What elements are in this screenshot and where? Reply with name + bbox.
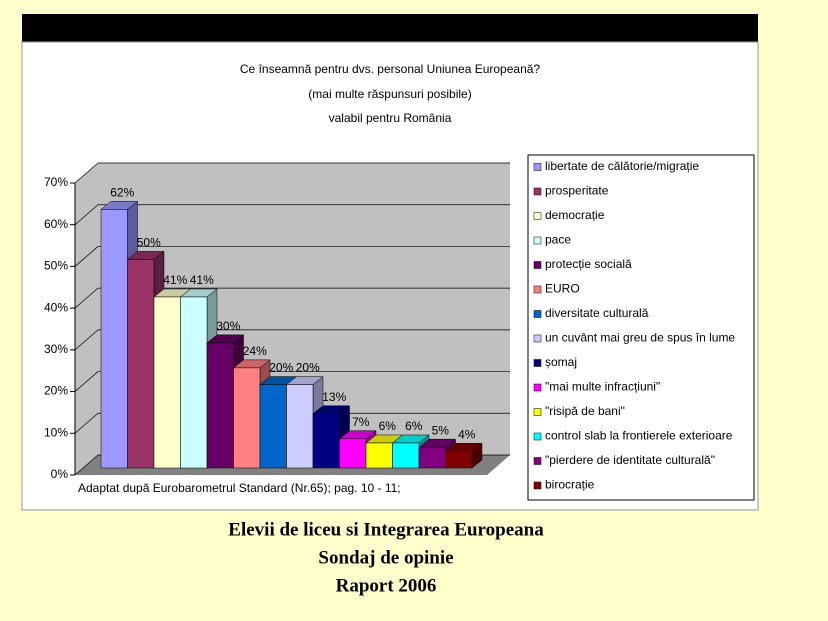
legend-label: protecție socială [545, 257, 632, 271]
legend-swatch [533, 285, 542, 294]
grid-line [74, 287, 99, 309]
legend-label: șomaj [545, 355, 577, 369]
grid-line [74, 329, 99, 351]
bar [418, 446, 446, 469]
bar [339, 438, 367, 469]
bar [100, 209, 128, 469]
legend-label: birocrație [545, 478, 595, 492]
legend-label: control slab la frontierele exterioare [545, 429, 733, 443]
y-tick-label: 30% [44, 342, 68, 356]
bar [445, 451, 473, 469]
bar [286, 384, 314, 469]
bar [365, 442, 393, 469]
grid-line [74, 204, 99, 225]
grid-line [74, 162, 99, 184]
value-label: 20% [296, 361, 320, 375]
bar [259, 384, 287, 469]
legend-label: libertate de călătorie/migrație [545, 159, 699, 173]
legend [527, 154, 755, 501]
legend-swatch [533, 236, 542, 245]
value-label: 13% [322, 390, 346, 404]
legend-swatch [533, 383, 542, 392]
top-bar [22, 14, 758, 42]
grid-line [74, 246, 99, 267]
legend-swatch [533, 408, 542, 416]
legend-label: prosperitate [545, 184, 609, 198]
bar [127, 259, 155, 469]
value-label: 41% [163, 273, 187, 287]
annotation: Adaptat după Eurobarometrul Standard (Nr… [78, 481, 401, 495]
y-tick-label: 60% [44, 217, 68, 231]
legend-label: pace [545, 233, 571, 247]
legend-swatch [533, 432, 542, 441]
value-label: 6% [405, 419, 423, 433]
legend-swatch [533, 457, 542, 465]
value-label: 62% [110, 186, 134, 200]
value-label: 41% [190, 273, 214, 287]
legend-label: "mai multe infracțiuni" [545, 380, 660, 394]
legend-swatch [533, 334, 542, 343]
caption: Raport 2006 [336, 575, 437, 596]
y-tick-label: 70% [44, 175, 68, 189]
y-tick-label: 10% [44, 425, 68, 439]
chart-subtitle: valabil pentru România [329, 111, 452, 125]
value-label: 30% [216, 319, 240, 333]
grid-line [74, 371, 99, 392]
value-label: 50% [137, 236, 161, 250]
legend-swatch [533, 212, 542, 220]
legend-label: "risipă de bani" [545, 404, 625, 418]
bar [206, 342, 234, 469]
legend-swatch [533, 359, 542, 367]
y-tick-label: 50% [44, 259, 68, 273]
value-label: 24% [243, 344, 267, 358]
legend-label: un cuvânt mai greu de spus în lume [545, 331, 735, 345]
bar [392, 442, 420, 469]
grid-line [74, 454, 99, 476]
legend-label: diversitate culturală [545, 306, 649, 320]
value-label: 4% [458, 427, 476, 441]
legend-swatch [533, 310, 542, 318]
y-tick-label: 40% [44, 300, 68, 314]
y-tick-label: 20% [44, 384, 68, 398]
caption: Elevii de liceu si Integrarea Europeana [228, 519, 544, 540]
chart-title: Ce înseamnă pentru dvs. personal Uniunea… [240, 62, 541, 76]
bar [180, 296, 208, 469]
value-label: 7% [352, 415, 370, 429]
y-tick-label: 0% [51, 467, 69, 481]
legend-swatch [533, 163, 542, 171]
value-label: 20% [269, 361, 293, 375]
caption: Sondaj de opinie [318, 547, 453, 568]
legend-swatch [533, 187, 542, 196]
bar [233, 367, 261, 469]
legend-label: EURO [545, 282, 580, 296]
bar [153, 296, 181, 469]
legend-swatch [533, 261, 542, 269]
grid-line [74, 413, 99, 434]
value-label: 5% [432, 423, 450, 437]
legend-label: democrație [545, 208, 605, 222]
legend-swatch [533, 481, 542, 490]
chart-subtitle: (mai multe răspunsuri posibile) [308, 87, 471, 101]
value-label: 6% [379, 419, 397, 433]
bar [312, 413, 340, 469]
legend-label: "pierdere de identitate culturală" [545, 453, 715, 467]
